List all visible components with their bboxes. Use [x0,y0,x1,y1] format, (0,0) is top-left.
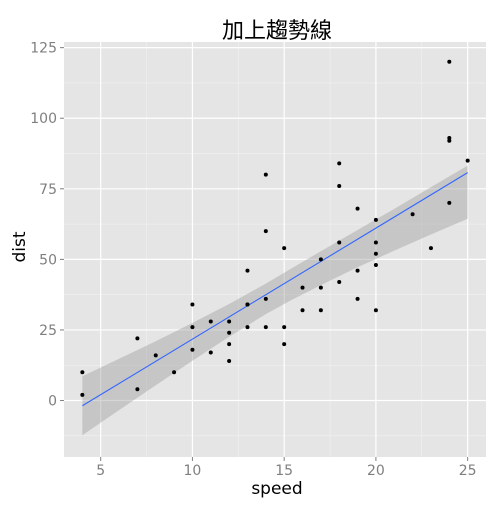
data-point [373,263,378,268]
data-point [135,387,140,392]
confidence-band [82,165,468,436]
data-point [318,285,323,290]
data-point [190,302,195,307]
y-tick-label: 100 [30,111,57,127]
major-grid [64,42,486,457]
data-point [245,302,250,307]
data-points [80,59,470,397]
data-point [337,183,342,188]
x-tick-label: 5 [96,463,105,479]
data-point [263,325,268,330]
y-tick-label: 75 [39,182,57,198]
data-point [227,319,232,324]
trend-line [82,172,468,407]
data-point [447,200,452,205]
data-point [80,370,85,375]
data-point [282,246,287,251]
chart-title: 加上趨勢線 [222,19,332,44]
data-point [208,350,213,355]
data-point [373,240,378,245]
data-point [80,392,85,397]
data-point [263,172,268,177]
data-point [447,138,452,143]
data-point [428,246,433,251]
data-point [190,325,195,330]
x-axis-title: speed [251,479,302,499]
data-point [355,206,360,211]
data-point [282,325,287,330]
data-point [318,257,323,262]
data-point [410,212,415,217]
data-point [245,325,250,330]
x-tick-label: 10 [184,463,202,479]
x-tick-labels: 5 10 15 20 25 [96,463,476,479]
axis-ticks [60,47,469,461]
plot-panel [64,42,486,457]
data-point [208,319,213,324]
data-point [282,342,287,347]
data-point [263,229,268,234]
x-tick-label: 20 [367,463,385,479]
data-point [337,240,342,245]
data-point [337,161,342,166]
data-point [447,135,452,140]
y-tick-label: 50 [39,252,57,268]
y-tick-labels: 0 25 50 75 100 125 [30,41,57,410]
data-point [190,347,195,352]
data-point [172,370,177,375]
data-point [355,268,360,273]
data-point [227,359,232,364]
y-tick-label: 0 [48,394,57,410]
data-point [245,268,250,273]
data-point [373,251,378,256]
data-point [373,217,378,222]
data-point [227,342,232,347]
data-point [355,296,360,301]
data-point [465,158,470,163]
x-tick-label: 15 [275,463,293,479]
data-point [263,296,268,301]
data-point [153,353,158,358]
x-tick-label: 25 [459,463,477,479]
data-point [337,279,342,284]
data-point [300,285,305,290]
data-point [227,330,232,335]
data-point [135,336,140,341]
data-point [300,308,305,313]
y-axis-title: dist [10,231,30,262]
y-tick-label: 125 [30,41,57,57]
minor-grid [64,42,486,457]
y-tick-label: 25 [39,323,57,339]
data-point [373,308,378,313]
data-point [318,308,323,313]
data-point [447,59,452,64]
